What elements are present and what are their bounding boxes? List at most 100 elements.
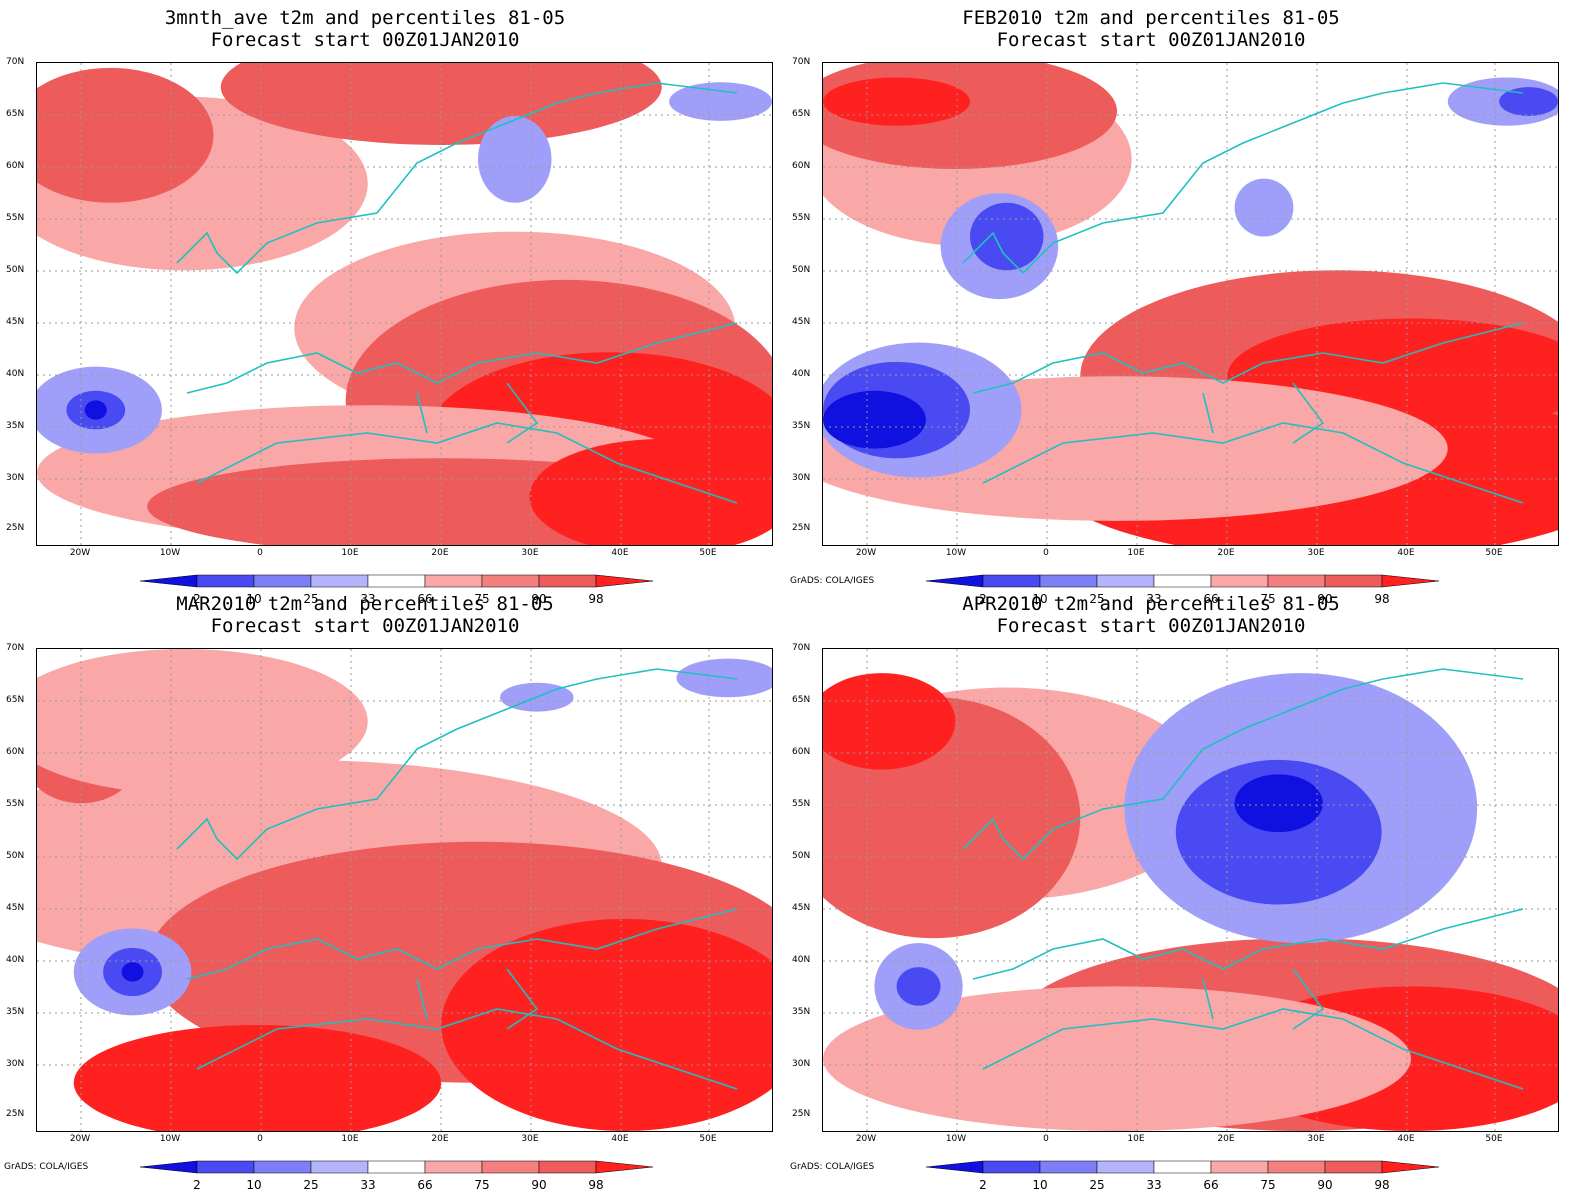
panel-title-line2: Forecast start 00Z01JAN2010 (996, 29, 1306, 51)
latitude-label: 50N (6, 851, 25, 861)
colorbar-label: 25 (303, 592, 319, 606)
latitude-label: 35N (6, 1007, 25, 1017)
colorbar-label: 66 (417, 1178, 433, 1192)
shaded-anomaly-region (823, 77, 970, 126)
panel-title-line2: Forecast start 00Z01JAN2010 (210, 29, 520, 51)
latitude-label: 30N (792, 1059, 811, 1069)
panel-title-line2: Forecast start 00Z01JAN2010 (996, 615, 1306, 637)
latitude-label: 40N (792, 369, 811, 379)
latitude-label: 55N (6, 213, 25, 223)
shaded-anomaly-region (1499, 87, 1558, 117)
coastline (176, 82, 738, 504)
panel-title-line1: 3mnth_ave t2m and percentiles 81-05 (164, 7, 566, 29)
shaded-anomaly-region (823, 986, 1411, 1131)
shaded-anomaly-region (529, 438, 772, 545)
latitude-label: 60N (6, 747, 25, 757)
longitude-label: 0 (1043, 548, 1049, 558)
longitude-label: 30E (521, 548, 539, 558)
longitude-label: 40E (1397, 548, 1415, 558)
colorbar-swatch (424, 1160, 483, 1174)
latitude-label: 65N (6, 109, 25, 119)
colorbar-label: 98 (588, 1178, 604, 1192)
colorbar-label: 25 (1089, 1178, 1105, 1192)
latitude-label: 50N (792, 265, 811, 275)
colorbar-swatch (595, 1160, 654, 1174)
colorbar-swatch (1210, 1160, 1269, 1174)
shaded-anomaly-region (441, 918, 772, 1131)
panel-title-line1: MAR2010 t2m and percentiles 81-05 (176, 593, 554, 615)
longitude-label: 20E (431, 1134, 449, 1144)
colorbar-label: 98 (1374, 1178, 1390, 1192)
latitude-label: 40N (6, 955, 25, 965)
colorbar-label: 98 (1374, 592, 1390, 606)
latitude-label: 65N (792, 695, 811, 705)
panel-title-line2: Forecast start 00Z01JAN2010 (210, 615, 520, 637)
longitude-label: 30E (1307, 548, 1325, 558)
longitude-label: 10E (1127, 548, 1145, 558)
map-area (822, 648, 1559, 1132)
colorbar-swatch (1381, 574, 1440, 588)
shaded-anomaly-region (1175, 759, 1382, 905)
colorbar-label: 90 (1317, 1178, 1333, 1192)
coastline (962, 668, 1524, 1090)
colorbar-label: 2 (193, 1178, 201, 1192)
shaded-anomaly-region (84, 400, 107, 420)
colorbar-label: 2 (979, 1178, 987, 1192)
map-area (822, 62, 1559, 546)
colorbar-swatch (926, 1160, 984, 1174)
longitude-label: 40E (611, 548, 629, 558)
colorbar-label: 33 (1146, 1178, 1162, 1192)
longitude-label: 20W (69, 1134, 91, 1144)
colorbar-label: 10 (1032, 1178, 1048, 1192)
latitude-label: 30N (792, 473, 811, 483)
shaded-anomaly-region (478, 116, 552, 203)
longitude-label: 50E (699, 548, 717, 558)
colorbar (926, 1160, 1440, 1174)
latitude-label: 55N (792, 799, 811, 809)
shaded-anomaly-region (669, 82, 772, 121)
colorbar-swatch (367, 1160, 426, 1174)
latitude-label: 60N (792, 747, 811, 757)
shaded-anomaly-region (37, 649, 368, 794)
colorbar (926, 574, 1440, 588)
latitude-label: 70N (792, 57, 811, 67)
colorbar-label: 90 (531, 1178, 547, 1192)
shaded-anomaly-region (220, 63, 662, 145)
longitude-label: 30E (521, 1134, 539, 1144)
longitude-label: 0 (257, 1134, 263, 1144)
software-credit: GrADS: COLA/IGES (790, 576, 875, 586)
longitude-label: 20E (1217, 1134, 1235, 1144)
longitude-label: 0 (1043, 1134, 1049, 1144)
longitude-label: 20E (431, 548, 449, 558)
longitude-label: 20W (855, 1134, 877, 1144)
colorbar-label: 25 (303, 1178, 319, 1192)
colorbar-swatch (310, 1160, 369, 1174)
colorbar-label: 66 (1203, 592, 1219, 606)
colorbar-swatch (253, 1160, 312, 1174)
colorbar-label: 33 (360, 592, 376, 606)
colorbar-label: 98 (588, 592, 604, 606)
colorbar-swatch (1381, 1160, 1440, 1174)
colorbar-label: 90 (1317, 592, 1333, 606)
latitude-label: 50N (792, 851, 811, 861)
colorbar-swatch (196, 1160, 255, 1174)
colorbar-label: 10 (246, 592, 262, 606)
colorbar-label: 75 (474, 592, 490, 606)
longitude-label: 10W (945, 1134, 967, 1144)
latitude-label: 70N (6, 57, 25, 67)
colorbar-swatch (1267, 1160, 1326, 1174)
colorbar-label: 33 (360, 1178, 376, 1192)
longitude-label: 10E (341, 548, 359, 558)
colorbar-label: 66 (417, 592, 433, 606)
longitude-label: 10W (945, 548, 967, 558)
longitude-label: 10E (341, 1134, 359, 1144)
latitude-label: 65N (792, 109, 811, 119)
map-panel-p4: APR2010 t2m and percentiles 81-05 Forecas… (786, 586, 1566, 1192)
longitude-label: 20W (69, 548, 91, 558)
colorbar-swatch (595, 574, 654, 588)
latitude-label: 35N (792, 1007, 811, 1017)
colorbar-label: 75 (1260, 592, 1276, 606)
longitude-label: 50E (1485, 1134, 1503, 1144)
latitude-label: 70N (6, 643, 25, 653)
colorbar-label: 33 (1146, 592, 1162, 606)
